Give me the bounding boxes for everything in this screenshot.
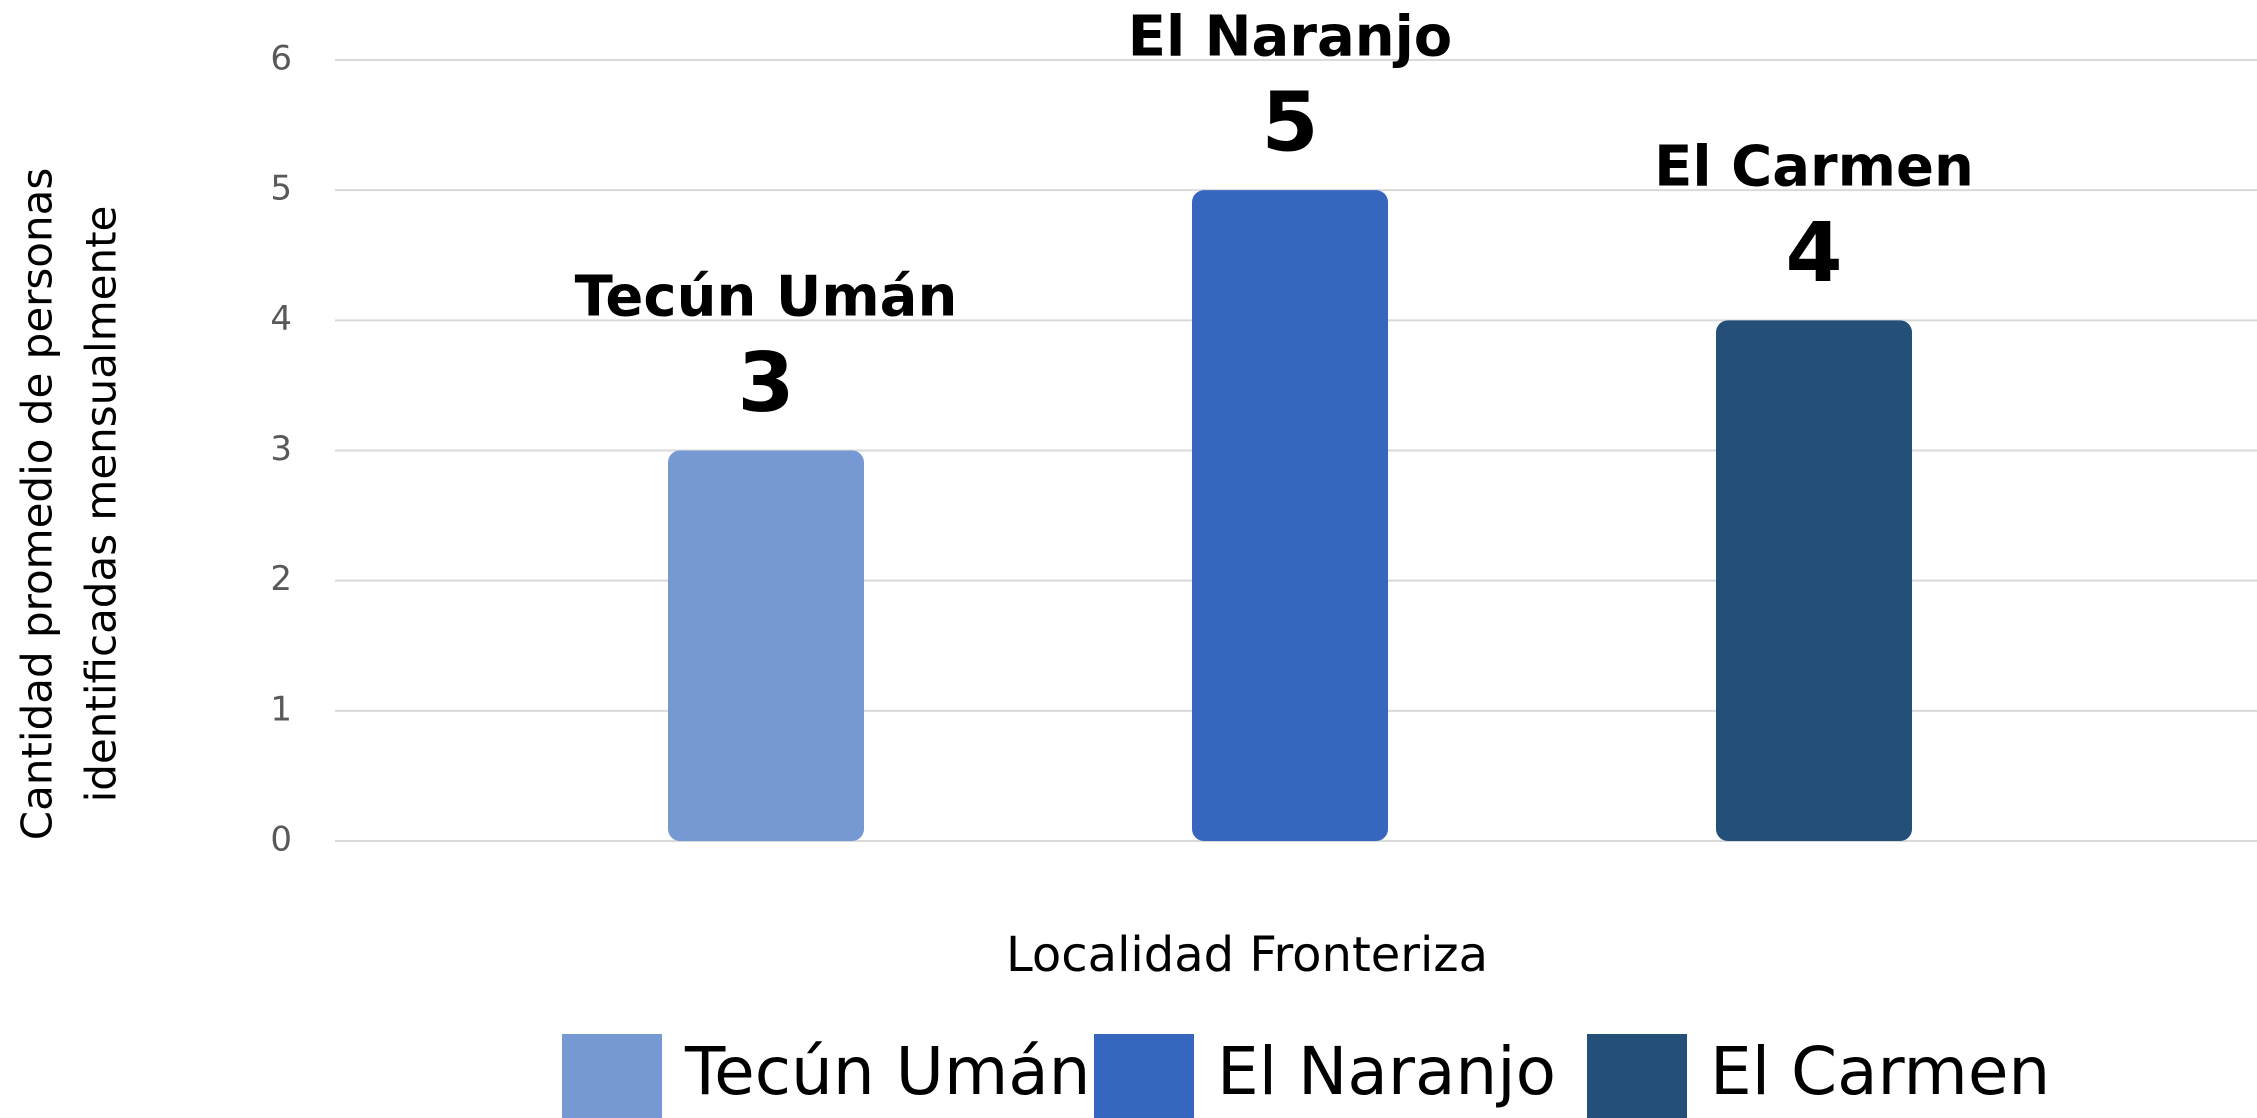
legend-swatch: [1587, 1034, 1687, 1118]
y-axis-title-line: Cantidad promedio de personas: [13, 168, 62, 841]
bar: [1192, 190, 1388, 841]
y-axis-title-line: identificadas mensualmente: [77, 206, 126, 803]
data-label: 4: [1785, 206, 1842, 301]
legend-label: El Carmen: [1710, 1033, 2050, 1110]
data-label-name: El Naranjo: [1128, 4, 1453, 69]
data-label-name: Tecún Umán: [575, 265, 958, 330]
data-label: 3: [737, 336, 794, 431]
y-tick-label: 5: [270, 169, 292, 209]
data-label-name: El Carmen: [1654, 134, 1974, 199]
legend-item: El Carmen: [1587, 1033, 2050, 1118]
y-tick-label: 6: [270, 39, 292, 79]
y-tick-label: 3: [270, 429, 292, 469]
legend-swatch: [1094, 1034, 1194, 1118]
legend-label: Tecún Umán: [684, 1033, 1091, 1110]
legend-item: El Naranjo: [1094, 1033, 1556, 1118]
y-tick-label: 1: [270, 689, 292, 729]
legend-item: Tecún Umán: [562, 1033, 1091, 1118]
bar: [668, 450, 864, 841]
legend-swatch: [562, 1034, 662, 1118]
y-tick-label: 2: [270, 559, 292, 599]
y-tick-label: 4: [270, 299, 292, 339]
y-tick-label: 0: [270, 820, 292, 860]
data-label: 5: [1261, 76, 1318, 171]
legend-label: El Naranjo: [1217, 1033, 1556, 1110]
x-axis-title: Localidad Fronteriza: [1006, 927, 1488, 983]
y-axis-title: Cantidad promedio de personas identifica…: [13, 168, 126, 841]
bar: [1716, 320, 1912, 841]
